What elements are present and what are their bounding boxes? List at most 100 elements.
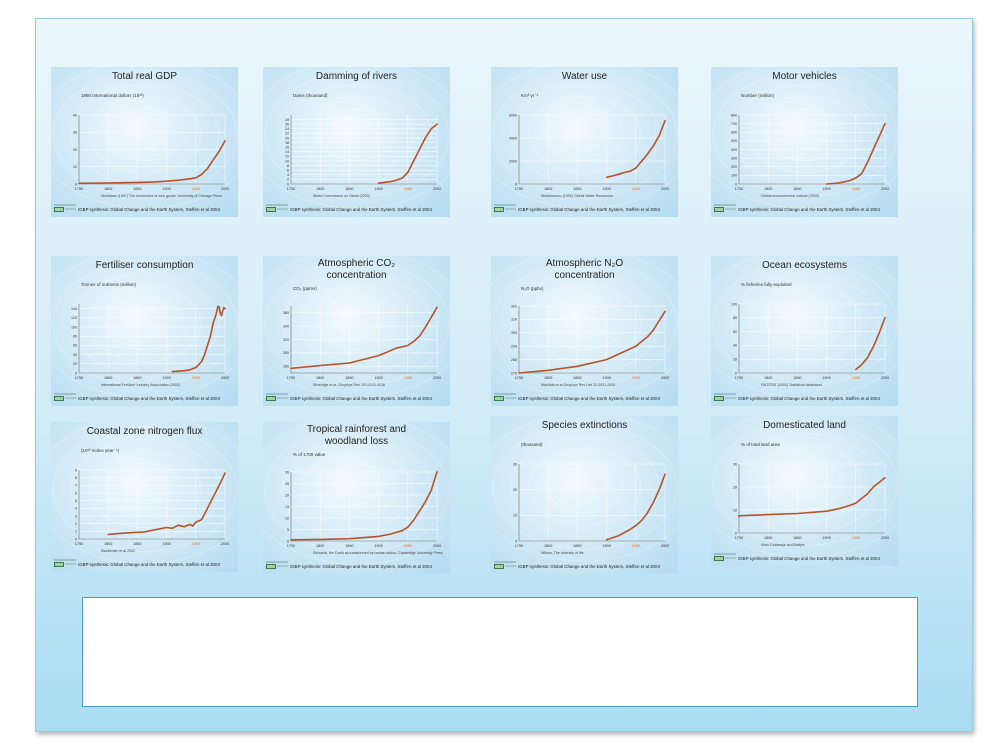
y-tick-label: 10 — [285, 159, 289, 163]
x-tick-label: 1750 — [287, 187, 295, 191]
chart-panel: Coastal zone nitrogen flux (10¹³ moles ye… — [51, 422, 238, 572]
y-tick-label: 40 — [733, 344, 737, 348]
y-tick-label: 20 — [733, 358, 737, 362]
x-tick-label: 2000 — [881, 376, 889, 380]
x-tick-label: 1950 — [632, 544, 640, 548]
footer-citation: IGBP synthesis: Global Change and the Ea… — [518, 207, 660, 212]
x-tick-label: 1850 — [573, 187, 581, 191]
y-tick-label: 700 — [731, 122, 737, 126]
y-tick-label: 0 — [75, 371, 77, 375]
y-tick-label: 24 — [285, 127, 289, 131]
series-line — [605, 119, 666, 179]
x-tick-label: 1750 — [735, 536, 743, 540]
y-tick-label: 0 — [735, 531, 737, 535]
y-tick-label: 0 — [287, 539, 289, 543]
map-watermark — [491, 416, 678, 562]
x-tick-label: 1800 — [316, 376, 324, 380]
axes — [78, 470, 225, 540]
chart-title: Fertiliser consumption — [95, 260, 194, 271]
x-tick-label: 2000 — [881, 536, 889, 540]
x-tick-label: 1850 — [133, 187, 141, 191]
chart-panel: Water use Km³ yr⁻¹ 1750 1800 1850 1900 1950 200… — [491, 67, 678, 217]
x-tick-label: 1800 — [764, 536, 772, 540]
footer-citation: IGBP synthesis: Global Change and the Ea… — [290, 396, 432, 401]
y-tick-label: 60 — [733, 330, 737, 334]
y-tick-label: 2 — [287, 178, 289, 182]
y-tick-label: 300 — [511, 331, 517, 335]
y-tick-label: 400 — [731, 148, 737, 152]
empty-text-box[interactable] — [82, 597, 918, 707]
y-tick-label: 18 — [285, 141, 289, 145]
y-tick-label: 290 — [511, 345, 517, 349]
y-tick-label: 310 — [511, 318, 517, 322]
x-tick-label: 1950 — [404, 187, 412, 191]
x-tick-label: 2000 — [661, 376, 669, 380]
chart-title: Domesticated land — [763, 420, 846, 431]
x-tick-label: 1850 — [345, 376, 353, 380]
x-tick-label: 1900 — [374, 376, 382, 380]
x-tick-label: 1950 — [192, 376, 200, 380]
y-tick-label: 0 — [75, 537, 77, 541]
x-tick-label: 1900 — [374, 187, 382, 191]
source-citation: World Commission on Dams (2000) — [313, 194, 370, 198]
x-tick-label: 1950 — [404, 376, 412, 380]
y-tick-label: 20 — [73, 362, 77, 366]
x-tick-label: 1800 — [544, 376, 552, 380]
y-tick-label: 270 — [511, 371, 517, 375]
y-tick-label: 30 — [513, 462, 517, 466]
igbp-logo — [494, 204, 516, 212]
line-chart: 1750 1800 1850 1900 1950 2000 0 5 10 15 20 25 30 — [285, 470, 441, 548]
x-tick-label: 1850 — [793, 376, 801, 380]
x-tick-label: 2000 — [433, 187, 441, 191]
y-tick-label: 20 — [73, 148, 77, 152]
chart-title: Water use — [561, 71, 608, 82]
y-axis-label: Tonnes of nutrients (million) — [81, 282, 137, 287]
map-watermark — [51, 422, 238, 564]
x-tick-label: 1900 — [162, 376, 170, 380]
footer-citation: IGBP synthesis: Global Change and the Ea… — [290, 564, 432, 569]
y-axis-label: % of 1700 value — [293, 452, 326, 457]
y-tick-label: 4000 — [509, 136, 517, 140]
y-tick-label: 800 — [731, 113, 737, 117]
line-chart: 1750 1800 1850 1900 1950 2000 0 10 20 30 40 — [73, 113, 229, 191]
chart-panel: Domesticated land % of total land area 175… — [711, 416, 898, 566]
x-tick-label: 1800 — [316, 187, 324, 191]
x-tick-label: 1800 — [544, 544, 552, 548]
y-axis-label: Km³ yr⁻¹ — [521, 93, 539, 98]
footer-citation: IGBP synthesis: Global Change and the Ea… — [518, 564, 660, 569]
x-tick-label: 2000 — [433, 544, 441, 548]
x-tick-label: 1750 — [287, 544, 295, 548]
series-line — [377, 123, 438, 184]
line-chart: 1750 1800 1850 1900 1950 2000 0 10 20 30 — [733, 462, 889, 540]
series-line — [825, 122, 886, 185]
x-tick-label: 1750 — [75, 376, 83, 380]
igbp-logo — [54, 393, 76, 401]
y-tick-label: 200 — [731, 165, 737, 169]
series-line — [290, 306, 438, 370]
x-tick-label: 1950 — [852, 376, 860, 380]
axes — [518, 115, 665, 185]
series-line — [738, 476, 886, 518]
chart-title: Tropical rainforest and woodland loss — [306, 424, 407, 447]
axes — [518, 464, 665, 542]
y-tick-label: 20 — [285, 136, 289, 140]
igbp-logo — [54, 559, 76, 567]
map-watermark — [711, 256, 898, 398]
footer-citation: IGBP synthesis: Global Change and the Ea… — [78, 562, 220, 567]
x-tick-label: 1800 — [316, 544, 324, 548]
x-tick-label: 1900 — [602, 376, 610, 380]
footer-citation: IGBP synthesis: Global Change and the Ea… — [78, 207, 220, 212]
series-line — [107, 472, 226, 536]
igbp-logo — [494, 393, 516, 401]
x-tick-label: 2000 — [221, 542, 229, 546]
y-axis-label: Dams (thousand) — [293, 93, 328, 98]
source-citation: Global environmental outlook (2000) — [761, 194, 819, 198]
y-tick-label: 280 — [511, 358, 517, 362]
axes — [738, 464, 885, 534]
x-tick-label: 1800 — [104, 542, 112, 546]
series-line — [171, 305, 226, 373]
line-chart: 1750 1800 1850 1900 1950 2000 0 10 20 30 — [513, 462, 669, 548]
y-tick-label: 8 — [287, 164, 289, 168]
axes — [78, 304, 225, 374]
y-tick-label: 140 — [71, 307, 77, 311]
